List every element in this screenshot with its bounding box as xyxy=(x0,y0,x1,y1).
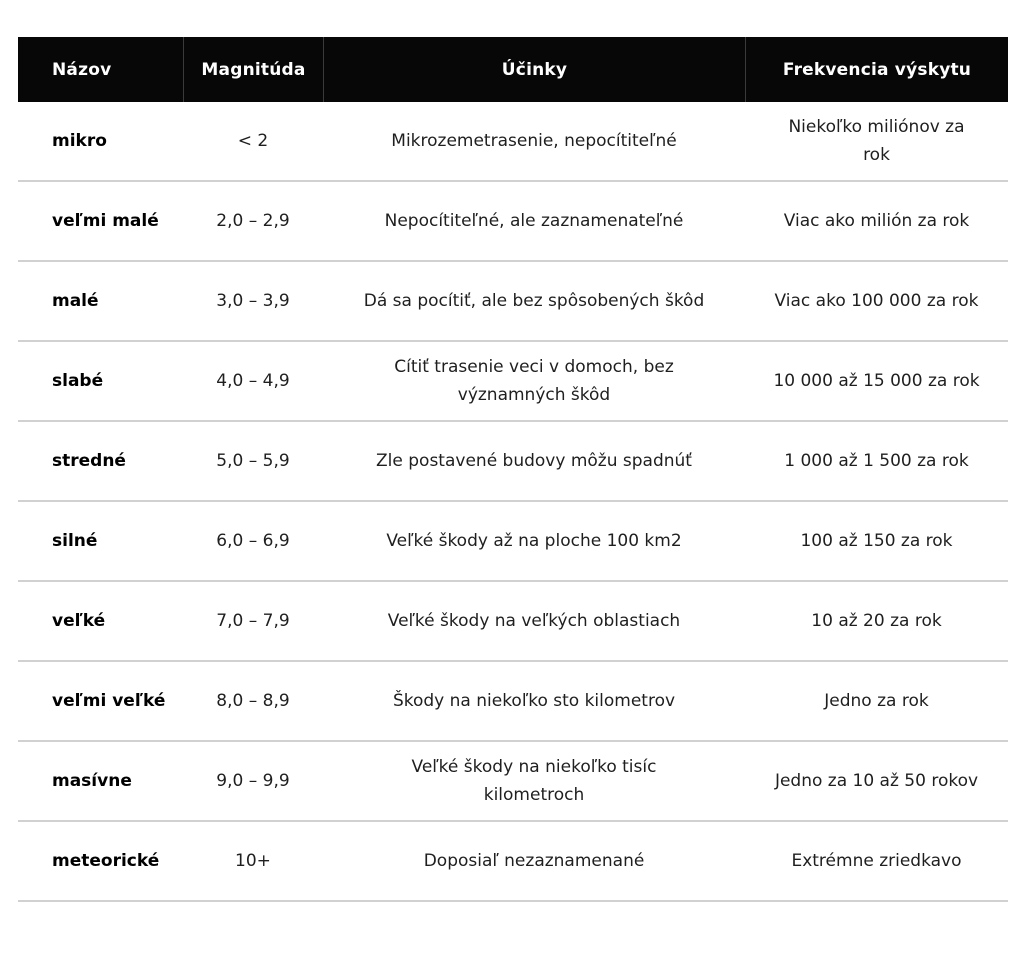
cell-name: mikro xyxy=(52,131,107,151)
cell-magnitude: 7,0 – 7,9 xyxy=(216,611,290,631)
cell-frequency: 1 000 až 1 500 za rok xyxy=(784,451,969,471)
header-cell-effects: Účinky xyxy=(323,37,745,102)
cell-name: veľmi malé xyxy=(52,211,159,231)
cell-magnitude: 4,0 – 4,9 xyxy=(216,371,290,391)
cell-effects: Zle postavené budovy môžu spadnúť xyxy=(376,451,692,471)
cell-frequency: 100 až 150 za rok xyxy=(800,531,953,551)
table-row: meteorické 10+ Doposiaľ nezaznamenané Ex… xyxy=(18,822,1008,902)
cell-name: veľmi veľké xyxy=(52,691,166,711)
cell-frequency: 10 000 až 15 000 za rok xyxy=(773,371,980,391)
cell-effects: Doposiaľ nezaznamenané xyxy=(423,851,645,871)
cell-frequency: Jedno za 10 až 50 rokov xyxy=(774,771,979,791)
header-cell-magnitude: Magnitúda xyxy=(183,37,323,102)
cell-frequency: 10 až 20 za rok xyxy=(811,611,942,631)
cell-frequency: Viac ako 100 000 za rok xyxy=(774,291,979,311)
table-row: veľmi malé 2,0 – 2,9 Nepocítiteľné, ale … xyxy=(18,182,1008,262)
cell-magnitude: 5,0 – 5,9 xyxy=(216,451,290,471)
cell-name: stredné xyxy=(52,451,126,471)
cell-magnitude: 10+ xyxy=(235,851,271,871)
cell-effects: Veľké škody na veľkých oblastiach xyxy=(387,611,681,631)
cell-effects: Škody na niekoľko sto kilometrov xyxy=(392,691,676,711)
cell-effects: Veľké škody na niekoľko tisíc kilometroc… xyxy=(411,757,657,805)
earthquake-magnitude-table: Názov Magnitúda Účinky Frekvencia výskyt… xyxy=(18,37,1008,902)
cell-magnitude: 2,0 – 2,9 xyxy=(216,211,290,231)
table-row: veľké 7,0 – 7,9 Veľké škody na veľkých o… xyxy=(18,582,1008,662)
table-row: veľmi veľké 8,0 – 8,9 Škody na niekoľko … xyxy=(18,662,1008,742)
table-row: masívne 9,0 – 9,9 Veľké škody na niekoľk… xyxy=(18,742,1008,822)
cell-name: masívne xyxy=(52,771,132,791)
cell-effects: Dá sa pocítiť, ale bez spôsobených škôd xyxy=(363,291,705,311)
table-header: Názov Magnitúda Účinky Frekvencia výskyt… xyxy=(18,37,1008,102)
cell-magnitude: 3,0 – 3,9 xyxy=(216,291,290,311)
cell-name: slabé xyxy=(52,371,104,391)
cell-name: veľké xyxy=(52,611,106,631)
cell-effects: Veľké škody až na ploche 100 km2 xyxy=(386,531,682,551)
cell-magnitude: 9,0 – 9,9 xyxy=(216,771,290,791)
table-row: stredné 5,0 – 5,9 Zle postavené budovy m… xyxy=(18,422,1008,502)
table-body: mikro < 2 Mikrozemetrasenie, nepocítiteľ… xyxy=(18,102,1008,902)
cell-effects: Mikrozemetrasenie, nepocítiteľné xyxy=(391,131,677,151)
cell-magnitude: 8,0 – 8,9 xyxy=(216,691,290,711)
header-cell-frequency: Frekvencia výskytu xyxy=(745,37,1008,102)
cell-name: meteorické xyxy=(52,851,160,871)
cell-name: malé xyxy=(52,291,99,311)
cell-effects: Cítiť trasenie veci v domoch, bez význam… xyxy=(394,357,674,405)
header-cell-name: Názov xyxy=(52,59,112,80)
cell-frequency: Extrémne zriedkavo xyxy=(791,851,962,871)
table-row: malé 3,0 – 3,9 Dá sa pocítiť, ale bez sp… xyxy=(18,262,1008,342)
cell-effects: Nepocítiteľné, ale zaznamenateľné xyxy=(384,211,684,231)
table-row: slabé 4,0 – 4,9 Cítiť trasenie veci v do… xyxy=(18,342,1008,422)
cell-magnitude: 6,0 – 6,9 xyxy=(216,531,290,551)
cell-frequency: Viac ako milión za rok xyxy=(783,211,970,231)
cell-magnitude: < 2 xyxy=(237,131,269,151)
cell-name: silné xyxy=(52,531,98,551)
table-row: silné 6,0 – 6,9 Veľké škody až na ploche… xyxy=(18,502,1008,582)
cell-frequency: Niekoľko miliónov za rok xyxy=(788,117,965,165)
table-row: mikro < 2 Mikrozemetrasenie, nepocítiteľ… xyxy=(18,102,1008,182)
cell-frequency: Jedno za rok xyxy=(824,691,929,711)
